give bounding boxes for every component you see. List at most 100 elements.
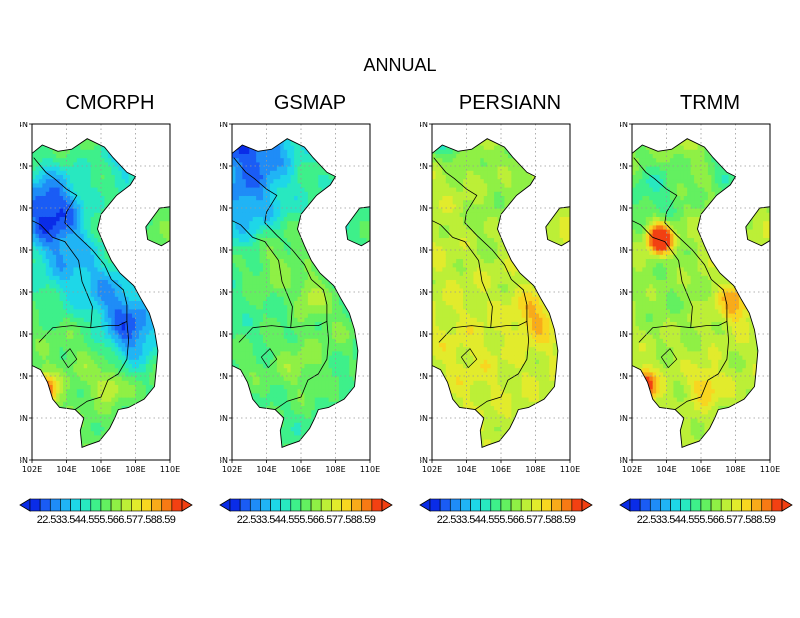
lat-tick-label: 18N bbox=[20, 246, 28, 255]
colorbar-swatch bbox=[331, 498, 342, 512]
colorbar-swatch bbox=[280, 498, 292, 512]
colorbar-swatch bbox=[260, 498, 271, 512]
colorbar-swatch bbox=[731, 498, 742, 512]
colorbar-swatch bbox=[500, 498, 512, 512]
map-trmm: 24N 22N 20N 18N 16N 14N 12N 10N 8N102E 104E 106E 10… bbox=[620, 122, 780, 474]
colorbar-swatch bbox=[741, 498, 752, 512]
lat-tick-label: 24N bbox=[220, 122, 228, 129]
lat-tick-label: 10N bbox=[20, 414, 28, 423]
colorbar-arrow-left bbox=[419, 498, 431, 512]
colorbar-swatch bbox=[80, 498, 92, 512]
colorbar-swatch bbox=[761, 498, 773, 512]
lake bbox=[260, 348, 278, 369]
colorbar-swatch bbox=[70, 498, 81, 512]
colorbar-swatch bbox=[700, 498, 712, 512]
lon-tick-label: 104E bbox=[656, 465, 676, 474]
colorbar-swatch bbox=[270, 498, 281, 512]
lat-tick-label: 14N bbox=[20, 330, 28, 339]
lat-tick-label: 20N bbox=[420, 204, 428, 213]
lat-tick-label: 20N bbox=[620, 204, 628, 213]
colorbar-arrow-right bbox=[781, 498, 793, 512]
map-panel-persiann: PERSIANN 24N 22N 20N 18N 16N 14N 12N 10N 8N102E 1… bbox=[420, 92, 600, 482]
colorbar-swatch bbox=[720, 498, 732, 512]
lat-tick-label: 18N bbox=[220, 246, 228, 255]
country-border bbox=[438, 320, 530, 410]
colorbar-swatches bbox=[419, 498, 593, 512]
lon-tick-label: 104E bbox=[456, 465, 476, 474]
map-persiann: 24N 22N 20N 18N 16N 14N 12N 10N 8N102E 104E 106E 10… bbox=[420, 122, 580, 474]
lon-tick-label: 104E bbox=[56, 465, 76, 474]
colorbar-swatch bbox=[90, 498, 102, 512]
lat-tick-label: 22N bbox=[20, 162, 28, 171]
lat-tick-label: 14N bbox=[420, 330, 428, 339]
colorbar-swatch bbox=[361, 498, 373, 512]
panel-title: GSMAP bbox=[273, 92, 347, 114]
colorbar-swatch bbox=[100, 498, 112, 512]
colorbar-swatch bbox=[449, 498, 461, 512]
lat-tick-label: 12N bbox=[220, 372, 228, 381]
lon-tick-label: 102E bbox=[622, 465, 642, 474]
colorbar-swatch bbox=[151, 498, 163, 512]
colorbar-swatch bbox=[639, 498, 651, 512]
colorbar-swatch bbox=[351, 498, 363, 512]
lon-tick-label: 108E bbox=[125, 465, 145, 474]
colorbar-arrow-left bbox=[19, 498, 31, 512]
lon-tick-label: 110E bbox=[760, 465, 780, 474]
colorbar-swatch bbox=[439, 498, 451, 512]
colorbar-swatch bbox=[710, 498, 722, 512]
map-cmorph: 24N 22N 20N 18N 16N 14N 12N 10N 8N102E 104E 106E 10… bbox=[20, 122, 180, 474]
country-border bbox=[633, 157, 728, 322]
colorbar-arrow-left bbox=[219, 498, 231, 512]
colorbar-persiann: 22.533.544.555.566.577.588.59 bbox=[416, 496, 596, 530]
colorbar-gsmap: 22.533.544.555.566.577.588.59 bbox=[216, 496, 396, 530]
lat-tick-label: 22N bbox=[220, 162, 228, 171]
colorbar-labels: 22.533.544.555.566.577.588.59 bbox=[36, 514, 176, 526]
lon-tick-label: 106E bbox=[491, 465, 511, 474]
colorbar-swatch bbox=[290, 498, 302, 512]
lat-tick-label: 14N bbox=[620, 330, 628, 339]
precip-field bbox=[232, 124, 370, 460]
lat-tick-label: 14N bbox=[220, 330, 228, 339]
coastline bbox=[632, 138, 759, 449]
lon-tick-label: 106E bbox=[691, 465, 711, 474]
lat-tick-label: 22N bbox=[420, 162, 428, 171]
colorbar-swatch bbox=[161, 498, 173, 512]
colorbar-swatch bbox=[629, 498, 641, 512]
lat-tick-label: 16N bbox=[20, 288, 28, 297]
lat-tick-label: 12N bbox=[420, 372, 428, 381]
lat-tick-label: 16N bbox=[420, 288, 428, 297]
lon-tick-label: 104E bbox=[256, 465, 276, 474]
colorbar-swatch bbox=[141, 498, 152, 512]
lat-tick-label: 18N bbox=[620, 246, 628, 255]
colorbar-swatch bbox=[341, 498, 352, 512]
coastline bbox=[32, 138, 159, 449]
coastline bbox=[432, 138, 559, 449]
colorbar-swatch bbox=[120, 498, 132, 512]
colorbar-swatch bbox=[531, 498, 542, 512]
lat-tick-label: 20N bbox=[20, 204, 28, 213]
lat-tick-label: 8N bbox=[420, 456, 428, 465]
colorbar-arrow-right bbox=[181, 498, 193, 512]
country-border bbox=[232, 220, 293, 328]
colorbar-swatch bbox=[680, 498, 692, 512]
country-border bbox=[432, 220, 493, 328]
country-border bbox=[238, 320, 330, 410]
colorbar-swatch bbox=[670, 498, 681, 512]
colorbar-swatch bbox=[239, 498, 251, 512]
colorbar-trmm: 22.533.544.555.566.577.588.59 bbox=[616, 496, 796, 530]
lake bbox=[60, 348, 78, 369]
colorbar-swatches bbox=[219, 498, 393, 512]
colorbar-swatch bbox=[131, 498, 142, 512]
colorbar-swatch bbox=[480, 498, 492, 512]
figure-title: ANNUAL bbox=[363, 55, 437, 75]
lat-tick-label: 16N bbox=[220, 288, 228, 297]
lat-tick-label: 8N bbox=[620, 456, 628, 465]
colorbar-labels: 22.533.544.555.566.577.588.59 bbox=[636, 514, 776, 526]
country-border bbox=[632, 220, 693, 328]
map-panel-gsmap: GSMAP 24N 22N 20N 18N 16N 14N 12N 10N 8N102E 104E… bbox=[220, 92, 400, 482]
colorbar-swatch bbox=[460, 498, 471, 512]
colorbar-labels: 22.533.544.555.566.577.588.59 bbox=[236, 514, 376, 526]
colorbar-swatch bbox=[429, 498, 441, 512]
colorbar-swatch bbox=[520, 498, 532, 512]
colorbar-swatch bbox=[229, 498, 241, 512]
